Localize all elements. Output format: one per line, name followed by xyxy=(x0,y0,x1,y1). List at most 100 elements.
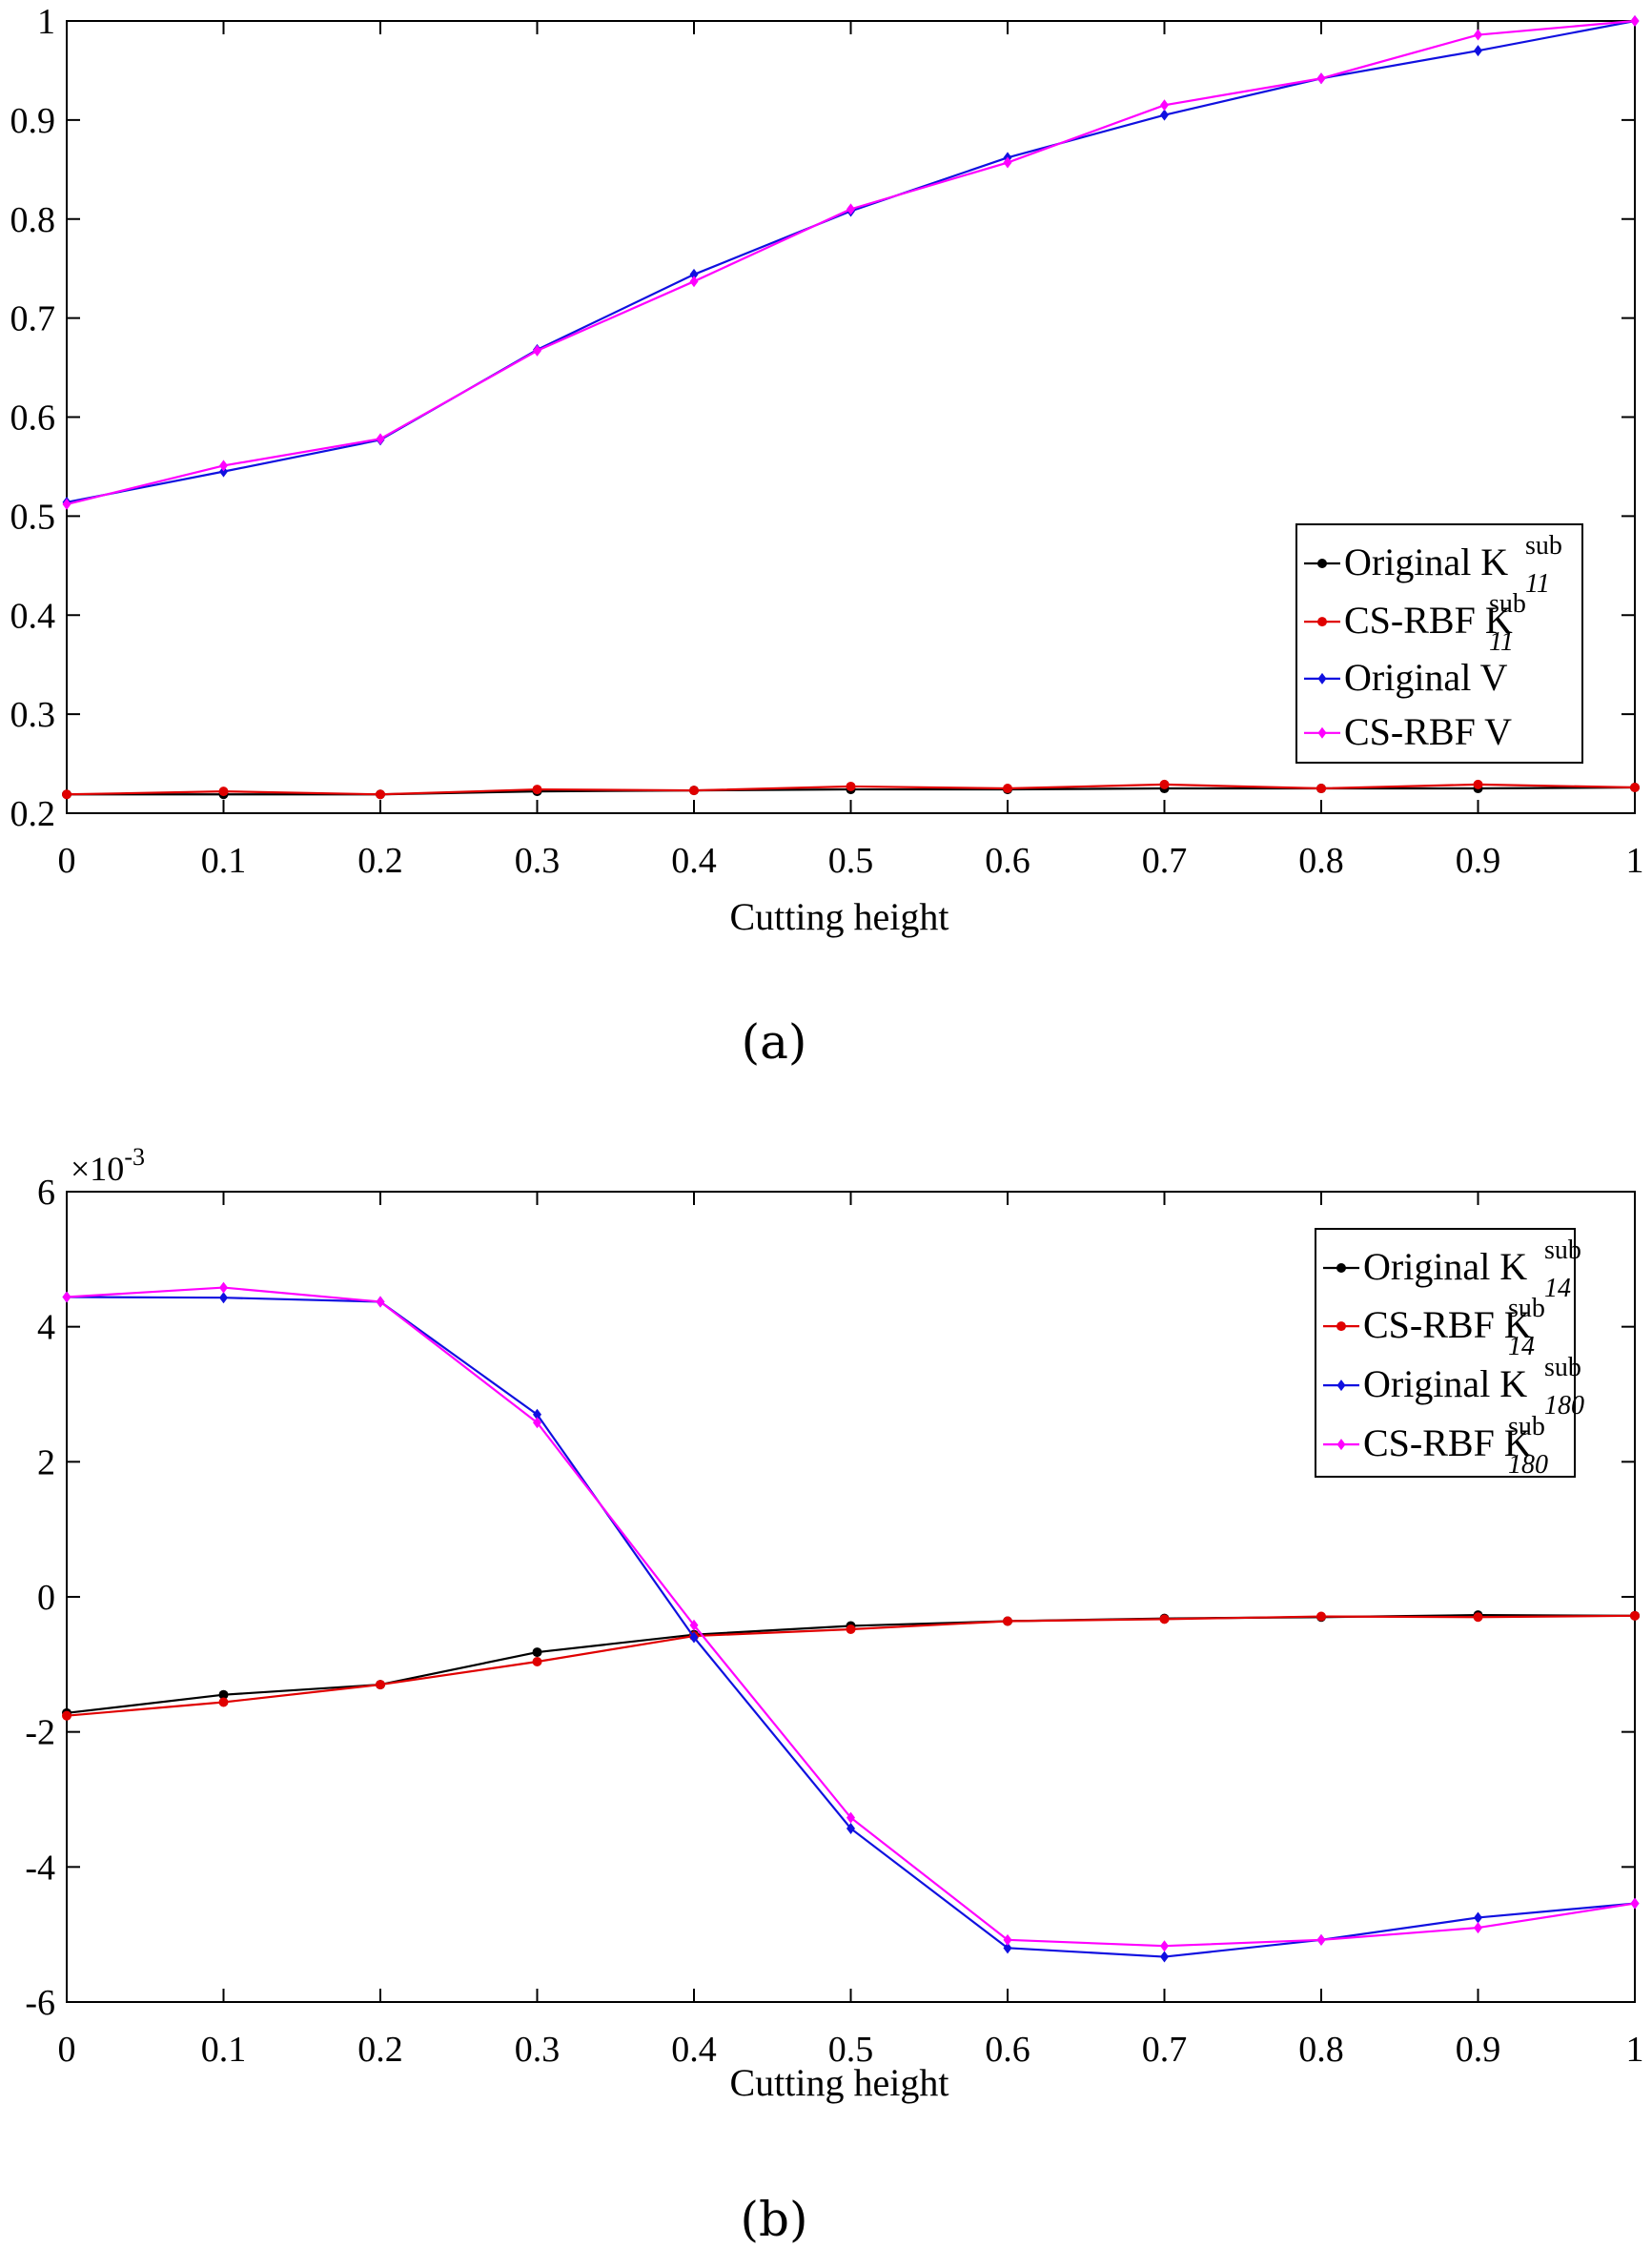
panel-a-y-tick-label: 0.5 xyxy=(10,497,56,537)
panel-a-data-point xyxy=(689,276,699,288)
panel-b-x-tick-label: 0 xyxy=(58,2030,76,2070)
panel-b-data-point xyxy=(1160,1940,1169,1952)
panel-b-data-point xyxy=(1630,1897,1640,1910)
panel-b-data-point xyxy=(62,1291,71,1303)
panel-a-data-point xyxy=(1474,29,1482,41)
panel-b-data-point xyxy=(1159,1614,1170,1624)
panel-a-legend-marker xyxy=(1317,617,1327,627)
panel-a-x-tick-label: 0.4 xyxy=(671,841,717,881)
panel-b-data-point xyxy=(532,1647,542,1658)
panel-b-y-tick-label: -4 xyxy=(25,1848,55,1888)
panel-b-data-point xyxy=(1473,1612,1483,1623)
panel-b-data-point xyxy=(62,1710,71,1721)
panel-b-data-point xyxy=(218,1689,229,1700)
panel-b-series-3 xyxy=(62,1281,1640,1952)
panel-b-legend-marker xyxy=(1336,1379,1346,1392)
panel-b-legend-marker xyxy=(1336,1263,1346,1273)
panel-b-x-tick-label: 0.7 xyxy=(1142,2030,1188,2070)
panel-a-data-point xyxy=(1160,99,1169,112)
panel-a-data-point xyxy=(846,203,855,215)
panel-b-y-tick-label: -6 xyxy=(25,1983,55,2023)
panel-a-x-tick-label: 0.9 xyxy=(1456,841,1501,881)
panel-b-y-tick-label: 4 xyxy=(37,1308,55,1348)
panel-a-y-tick-label: 0.2 xyxy=(10,794,56,834)
panel-a-y-tick-label: 0.8 xyxy=(10,200,56,240)
panel-a-x-tick-label: 0.3 xyxy=(515,841,561,881)
panel-a-series-line xyxy=(66,19,1636,503)
panel-a-series-line xyxy=(66,19,1636,505)
panel-b-caption: (b) xyxy=(740,2192,807,2247)
panel-a-y-tick-label: 1 xyxy=(37,2,55,42)
panel-b-data-point xyxy=(846,1822,855,1834)
panel-b-x-tick-label: 0.9 xyxy=(1456,2030,1501,2070)
panel-a-data-point xyxy=(1003,156,1012,169)
panel-b-data-point xyxy=(1474,1922,1482,1934)
panel-a-chart: 0 0.1 0.2 0.3 0.4 0.5 0.6 0.7 0.8 0.9 1 0.2 0.3 0.4 0.… xyxy=(10,2,1644,1070)
panel-b-data-point xyxy=(219,1281,228,1294)
panel-a-y-tick-label: 0.6 xyxy=(10,398,56,439)
panel-a-legend-label: Original V xyxy=(1344,656,1508,699)
panel-b-y-exponent: ×10-3 xyxy=(71,1143,145,1188)
panel-b-data-point xyxy=(376,1680,385,1690)
panel-b-data-point xyxy=(689,1619,699,1631)
panel-a-data-point xyxy=(1316,72,1326,85)
panel-b-chart: 0 0.1 0.2 0.3 0.4 0.5 0.6 0.7 0.8 0.9 1 -6 -4 -2 0 2 4 6 ×… xyxy=(25,1143,1643,2247)
panel-b-y-tick-label: 0 xyxy=(37,1578,55,1618)
panel-a-y-tick-label: 0.7 xyxy=(10,299,56,339)
panel-b-x-tick-label: 0.4 xyxy=(671,2030,717,2070)
panel-b-data-point xyxy=(1003,1616,1012,1626)
panel-a-data-point xyxy=(846,781,856,791)
panel-a-data-point xyxy=(1474,45,1482,57)
panel-a-series-3 xyxy=(62,15,1640,510)
panel-a-x-tick-label: 1 xyxy=(1626,841,1644,881)
panel-b-data-point xyxy=(1160,1951,1169,1963)
panel-a-x-tick-label: 0.2 xyxy=(357,841,403,881)
panel-b-data-point xyxy=(1316,1611,1326,1622)
panel-b-data-point xyxy=(1474,1911,1482,1924)
panel-b-series-1 xyxy=(62,1610,1640,1721)
panel-b-x-tick-label: 1 xyxy=(1626,2030,1644,2070)
panel-b-x-axis-label: Cutting height xyxy=(730,2061,949,2104)
panel-a-x-tick-label: 0.1 xyxy=(201,841,247,881)
panel-b-data-point xyxy=(846,1624,856,1634)
panel-a-x-tick-label: 0.7 xyxy=(1142,841,1188,881)
panel-b-legend-label: CS-RBF Ksub 14 xyxy=(1363,1294,1545,1361)
panel-a-x-axis-label: Cutting height xyxy=(730,895,949,938)
panel-a-data-point xyxy=(219,465,228,478)
panel-a-series-1 xyxy=(62,779,1640,800)
panel-b-legend-marker xyxy=(1336,1321,1346,1332)
panel-a-data-point xyxy=(1630,15,1640,27)
panel-b-data-point xyxy=(533,1417,541,1429)
panel-a-data-point xyxy=(376,433,385,445)
panel-b-data-point xyxy=(218,1697,229,1707)
panel-a-y-tick-label: 0.4 xyxy=(10,596,56,636)
panel-b-data-point xyxy=(846,1811,855,1824)
panel-b-data-point xyxy=(1630,1610,1640,1621)
panel-b-data-point xyxy=(219,1292,228,1304)
panel-b-data-point xyxy=(1003,1942,1012,1954)
panel-a-x-tick-label: 0.8 xyxy=(1298,841,1344,881)
panel-b-x-tick-label: 0.8 xyxy=(1298,2030,1344,2070)
panel-b-legend-marker xyxy=(1336,1439,1346,1451)
panel-a-data-point xyxy=(1473,779,1483,789)
panel-b-data-point xyxy=(1003,1933,1012,1946)
panel-b-data-point xyxy=(532,1657,542,1666)
panel-a-data-point xyxy=(689,786,699,796)
panel-a-x-tick-label: 0 xyxy=(58,841,76,881)
panel-b-x-tick-label: 0.2 xyxy=(357,2030,403,2070)
panel-b-x-tick-label: 0.1 xyxy=(201,2030,247,2070)
panel-b-y-tick-label: 6 xyxy=(37,1173,55,1213)
panel-b-y-tick-label: 2 xyxy=(37,1442,55,1482)
panel-a-data-point xyxy=(219,460,228,472)
panel-a-data-point xyxy=(218,787,229,797)
panel-a-legend-label: CS-RBF Ksub 11 xyxy=(1344,589,1526,657)
panel-b-x-tick-label: 0.6 xyxy=(985,2030,1030,2070)
panel-b-y-tick-label: -2 xyxy=(25,1713,55,1753)
panel-a-caption: (a) xyxy=(742,1014,807,1070)
